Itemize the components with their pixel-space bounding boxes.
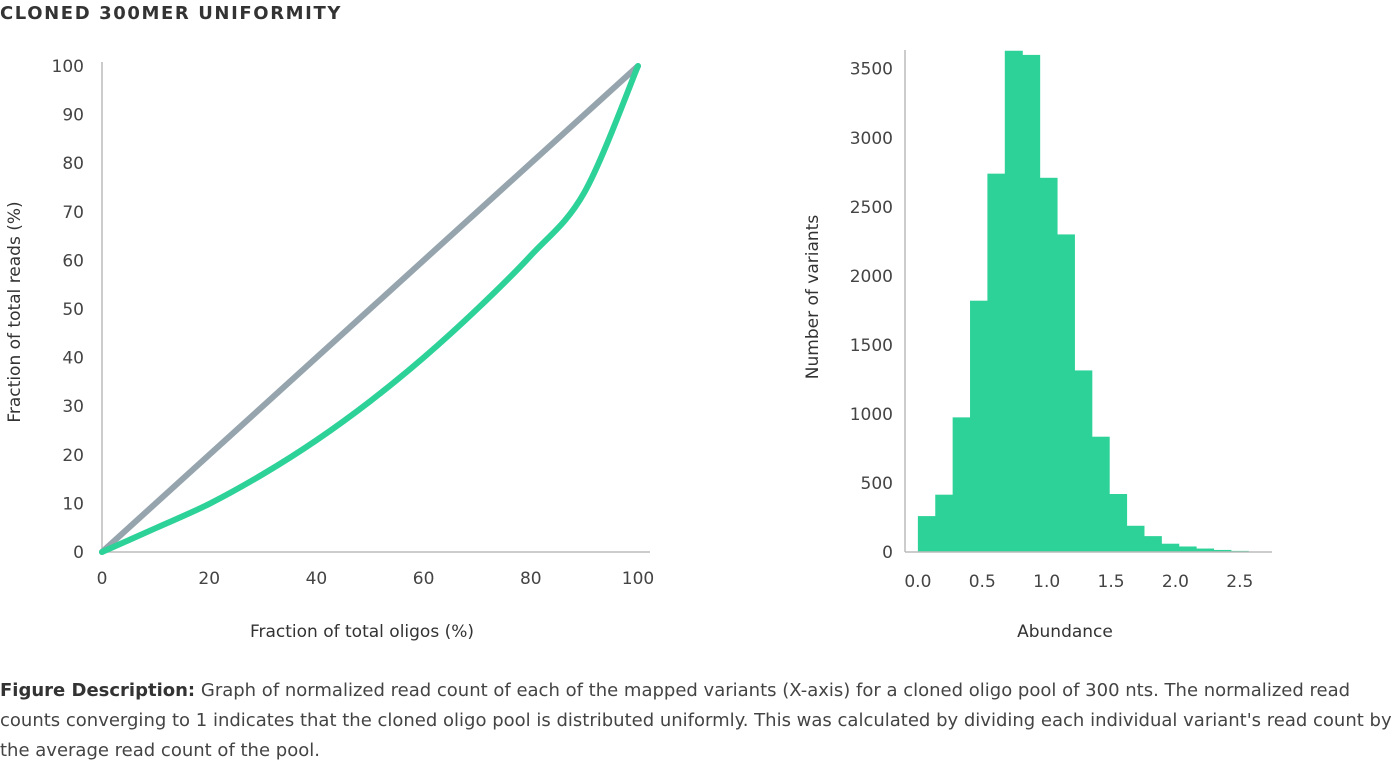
histogram-bar [1004, 50, 1023, 552]
histogram-bar [935, 494, 954, 552]
histogram-bar [1143, 536, 1162, 552]
histogram-y-axis-title: Number of variants [803, 215, 823, 380]
figure-description: Figure Description: Graph of normalized … [0, 676, 1395, 766]
histogram-x-axis-title: Abundance [1017, 622, 1113, 642]
line-chart-y-tick-label: 10 [62, 494, 84, 514]
histogram-bar [952, 417, 971, 552]
histogram-y-tick-label: 3500 [850, 60, 893, 80]
line-chart-x-tick-label: 20 [198, 569, 220, 589]
histogram-y-tick-label: 2000 [850, 267, 893, 287]
ideal-uniform-line [99, 63, 641, 555]
line-chart-x-tick-label: 100 [622, 569, 654, 589]
histogram-bar [1109, 494, 1128, 552]
line-chart-x-tick-label: 40 [306, 569, 328, 589]
histogram-x-tick-label: 0.5 [969, 572, 996, 592]
line-chart-x-tick-label: 80 [520, 569, 542, 589]
figure-description-label: Figure Description: [0, 680, 196, 701]
line-chart-y-tick-label: 40 [62, 349, 84, 369]
histogram-bar [1091, 436, 1110, 552]
histogram-bar [1126, 525, 1145, 552]
histogram-bar [970, 300, 989, 552]
line-chart-x-axis-title: Fraction of total oligos (%) [250, 622, 474, 642]
line-chart-x-tick-label: 0 [97, 569, 108, 589]
histogram-x-tick-label: 0.0 [904, 572, 931, 592]
histogram-bar [1213, 549, 1232, 552]
line-chart-y-tick-label: 70 [62, 203, 84, 223]
histogram-bar [987, 173, 1006, 553]
line-chart-y-tick-label: 50 [62, 300, 84, 320]
histogram-y-tick-label: 0 [882, 543, 893, 563]
histogram-bar [1161, 543, 1180, 552]
figure-description-text: Graph of normalized read count of each o… [0, 680, 1392, 761]
histogram-y-tick-label: 1500 [850, 336, 893, 356]
histogram-bar [1074, 370, 1093, 552]
line-chart-x-tick-label: 60 [413, 569, 435, 589]
histogram-bar [1056, 234, 1075, 553]
line-chart-y-tick-label: 30 [62, 397, 84, 417]
line-chart-y-tick-label: 90 [62, 106, 84, 126]
line-chart-y-tick-label: 60 [62, 251, 84, 271]
histogram-x-tick-label: 1.5 [1098, 572, 1125, 592]
histogram-bar [1196, 548, 1215, 552]
histogram-y-tick-label: 500 [861, 474, 893, 494]
line-chart-y-tick-label: 80 [62, 154, 84, 174]
histogram-bar [1178, 546, 1197, 552]
figure-title: CLONED 300MER UNIFORMITY [0, 3, 342, 24]
histogram-bar [1022, 54, 1041, 552]
abundance-histogram: 0 500 1000 1500 2000 2500 3000 3500 0.0 0.5 1.0 1.… [803, 50, 1272, 642]
line-chart-y-tick-label: 0 [73, 543, 84, 563]
line-chart-y-tick-label: 20 [62, 446, 84, 466]
histogram-x-tick-label: 2.0 [1162, 572, 1189, 592]
histogram-x-tick-label: 2.5 [1226, 572, 1253, 592]
line-chart-y-axis-title: Fraction of total reads (%) [5, 201, 25, 422]
histogram-bar [1039, 177, 1058, 553]
cloned-pool-curve [99, 63, 641, 555]
line-chart-y-tick-label: 100 [52, 57, 84, 77]
histogram-y-tick-label: 1000 [850, 405, 893, 425]
histogram-y-tick-label: 2500 [850, 198, 893, 218]
histogram-bar [917, 516, 936, 552]
uniformity-line-chart: 0 10 20 30 40 50 60 70 80 90 100 0 20 40 60 80 100 Frac… [5, 57, 654, 642]
histogram-x-tick-label: 1.0 [1033, 572, 1060, 592]
histogram-y-tick-label: 3000 [850, 129, 893, 149]
